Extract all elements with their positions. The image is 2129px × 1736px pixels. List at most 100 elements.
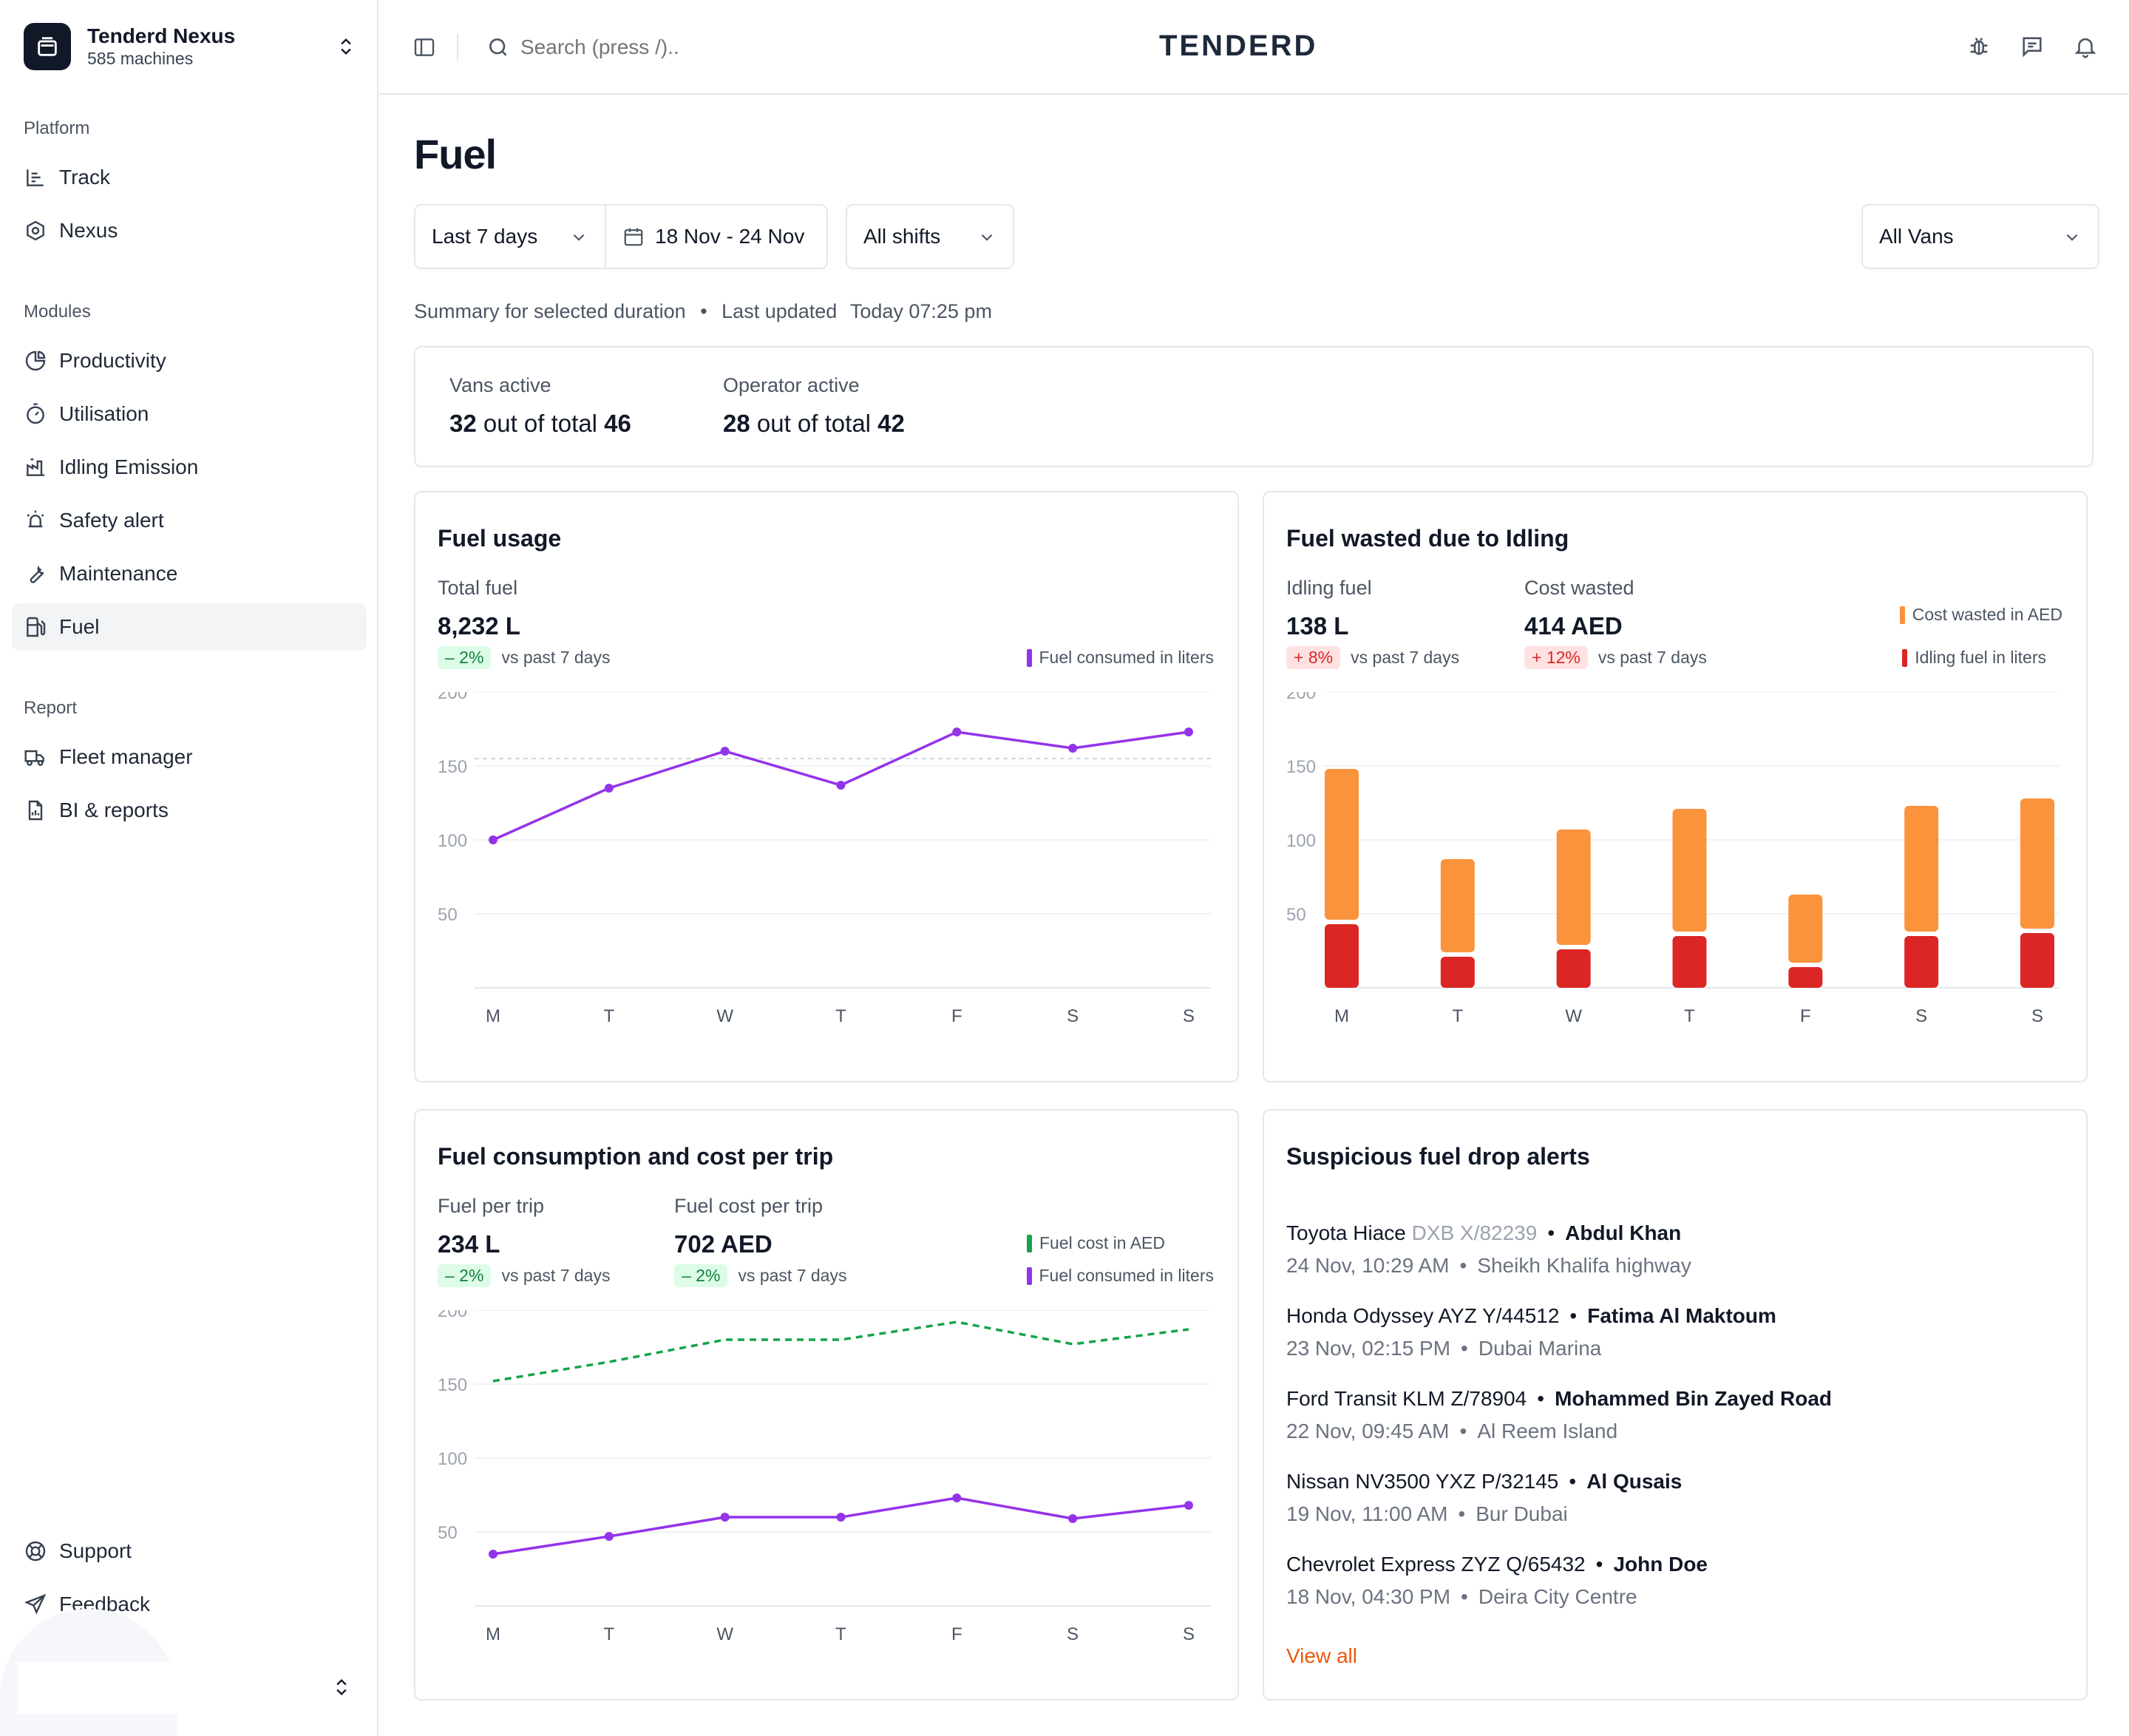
sidebar-item-label: Idling Emission — [59, 455, 199, 478]
org-switcher[interactable]: Tenderd Nexus 585 machines — [24, 22, 356, 71]
alert-vehicle: Chevrolet Express ZYZ Q/65432 — [1286, 1553, 1586, 1576]
range-select[interactable]: Last 7 days — [414, 204, 606, 269]
vans-active-count: 32 — [449, 410, 477, 437]
y-tick-label: 50 — [438, 1523, 458, 1543]
sidebar-item-idling-emission[interactable]: Idling Emission — [12, 444, 367, 491]
legend-idling-fuel: Idling fuel in liters — [1902, 648, 2046, 668]
sidebar-item-productivity[interactable]: Productivity — [12, 337, 367, 384]
alert-line-1: Ford Transit KLM Z/78904 • Mohammed Bin Za… — [1286, 1387, 1832, 1411]
bug-icon[interactable] — [1966, 34, 1992, 59]
timer-icon — [27, 403, 44, 424]
sidebar-item-label: Fuel — [59, 615, 100, 638]
bar-cost-wasted — [1788, 895, 1823, 963]
sidebar-item-maintenance[interactable]: Maintenance — [12, 550, 367, 597]
separator-dot: • — [1569, 1470, 1577, 1493]
separator-dot: • — [700, 300, 707, 322]
sidebar-item-fleet-manager[interactable]: Fleet manager — [12, 733, 367, 781]
sidebar-item-fuel[interactable]: Fuel — [12, 603, 367, 651]
alert-line-1: Toyota Hiace DXB X/82239 • Abdul Khan — [1286, 1221, 1691, 1245]
fuel-usage-chart: 50 100 150 200 M T W T F S S — [438, 692, 1211, 1026]
date-range-picker[interactable]: 18 Nov - 24 Nov — [605, 204, 828, 269]
cost-wasted-label: Cost wasted — [1524, 577, 1634, 599]
bell-icon[interactable] — [2073, 34, 2098, 59]
sidebar-item-nexus[interactable]: Nexus — [12, 207, 367, 254]
user-menu[interactable] — [18, 1662, 180, 1714]
sidebar-item-safety-alert[interactable]: Safety alert — [12, 497, 367, 544]
x-tick-label: T — [603, 1624, 614, 1644]
shift-select[interactable]: All shifts — [846, 204, 1014, 269]
x-tick-label: S — [1183, 1006, 1195, 1026]
bar-cost-wasted — [1440, 859, 1475, 952]
search-input[interactable] — [520, 30, 890, 65]
data-point — [836, 1513, 846, 1522]
idling-title: Fuel wasted due to Idling — [1286, 525, 1569, 552]
idling-card: Fuel wasted due to Idling Idling fuel 13… — [1263, 491, 2088, 1082]
data-point — [489, 835, 498, 844]
truck-icon — [24, 750, 44, 766]
separator-dot: • — [1547, 1221, 1555, 1244]
sidebar-item-support[interactable]: Support — [12, 1528, 367, 1575]
alert-time: 18 Nov, 04:30 PM — [1286, 1585, 1451, 1608]
sidebar-item-label: Track — [59, 166, 110, 189]
bar-idling-fuel — [1325, 924, 1359, 988]
range-select-value: Last 7 days — [432, 225, 538, 248]
fuel-per-trip-value: 234 L — [438, 1230, 500, 1258]
alert-item[interactable]: Toyota Hiace DXB X/82239 • Abdul Khan 24 No… — [1286, 1221, 1691, 1278]
chevron-up-down-icon[interactable] — [331, 1677, 352, 1698]
alert-line-2: 18 Nov, 04:30 PM • Deira City Centre — [1286, 1585, 1708, 1609]
alert-time: 19 Nov, 11:00 AM — [1286, 1502, 1448, 1525]
x-tick-label: M — [1334, 1006, 1349, 1026]
chevron-up-down-icon — [341, 38, 351, 55]
alert-vehicle: Ford Transit KLM Z/78904 — [1286, 1387, 1527, 1410]
sidebar-item-bi-reports[interactable]: BI & reports — [12, 787, 367, 834]
sidebar-item-label: Fleet manager — [59, 745, 193, 768]
data-point — [952, 1493, 962, 1502]
y-tick-label: 150 — [1286, 757, 1316, 777]
fuel-pump-icon — [27, 617, 46, 637]
alert-place: Bur Dubai — [1476, 1502, 1568, 1525]
alert-line-2: 23 Nov, 02:15 PM • Dubai Marina — [1286, 1337, 1776, 1360]
alert-item[interactable]: Ford Transit KLM Z/78904 • Mohammed Bin Za… — [1286, 1387, 1832, 1443]
factory-icon — [27, 458, 44, 476]
sidebar: Tenderd Nexus 585 machines Platform Trac… — [0, 0, 378, 1736]
y-tick-label: 200 — [438, 692, 467, 703]
legend-fuel-consumed: Fuel consumed in liters — [1026, 1266, 1214, 1286]
sidebar-item-track[interactable]: Track — [12, 154, 367, 201]
brand-logo: TENDERD — [1159, 30, 1318, 62]
legend-swatch — [1026, 1234, 1032, 1252]
view-all-link[interactable]: View all — [1286, 1644, 1357, 1667]
idling-fuel-delta: + 8% vs past 7 days — [1286, 646, 1459, 669]
delta-text: vs past 7 days — [1597, 648, 1707, 667]
sidebar-item-label: Productivity — [59, 349, 166, 372]
y-tick-label: 200 — [438, 1310, 467, 1321]
y-tick-label: 150 — [438, 757, 467, 777]
alert-item[interactable]: Chevrolet Express ZYZ Q/65432 • John Doe 18… — [1286, 1553, 1708, 1609]
sidebar-item-label: Utilisation — [59, 402, 149, 425]
fuel-cost-per-trip-value: 702 AED — [674, 1230, 773, 1258]
org-name: Tenderd Nexus — [87, 24, 236, 47]
vans-select-value: All Vans — [1879, 225, 1954, 248]
alert-line-1: Chevrolet Express ZYZ Q/65432 • John Doe — [1286, 1553, 1708, 1576]
sidebar-item-label: Maintenance — [59, 562, 178, 585]
siren-icon — [27, 510, 44, 528]
y-tick-label: 150 — [438, 1375, 467, 1395]
separator-dot: • — [1459, 1254, 1467, 1277]
delta-text: vs past 7 days — [501, 1266, 611, 1285]
alert-item[interactable]: Nissan NV3500 YXZ P/32145 • Al Qusais 19 No… — [1286, 1470, 1682, 1526]
sidebar-toggle-icon[interactable] — [412, 35, 436, 59]
track-icon — [27, 169, 44, 186]
summary-label: Summary for selected duration — [414, 300, 686, 322]
total-fuel-value: 8,232 L — [438, 612, 520, 640]
message-icon[interactable] — [2020, 34, 2045, 59]
legend-swatch — [1026, 648, 1032, 667]
idling-fuel-value: 138 L — [1286, 612, 1349, 640]
data-point — [604, 784, 614, 793]
sidebar-item-utilisation[interactable]: Utilisation — [12, 390, 367, 438]
alert-item[interactable]: Honda Odyssey AYZ Y/44512 • Fatima Al Makt… — [1286, 1304, 1776, 1360]
delta-pill: – 2% — [438, 646, 492, 669]
per-trip-card: Fuel consumption and cost per trip Fuel … — [414, 1109, 1239, 1701]
chevron-down-icon — [981, 234, 993, 241]
alert-vehicle: Nissan NV3500 YXZ P/32145 — [1286, 1470, 1559, 1493]
vans-select[interactable]: All Vans — [1861, 204, 2099, 269]
x-tick-label: T — [835, 1624, 846, 1644]
